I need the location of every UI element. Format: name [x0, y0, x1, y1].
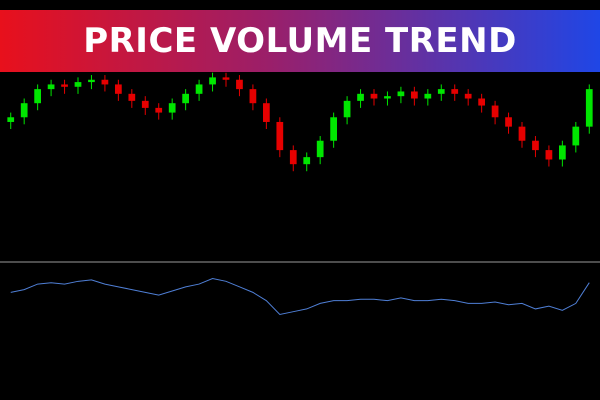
candle-body [478, 98, 485, 106]
candle-body [115, 84, 122, 94]
candle-body [209, 77, 216, 85]
candle-body [47, 84, 55, 90]
pvt-line [10, 278, 590, 315]
candle-body [61, 84, 68, 87]
candle-body [303, 157, 311, 165]
candle-body [370, 93, 378, 99]
candle-body [34, 89, 41, 104]
candle-body [141, 100, 149, 108]
candle-body [330, 117, 337, 141]
candle-body [316, 140, 324, 158]
candle-body [572, 126, 580, 146]
candle-body [289, 150, 297, 165]
candle-body [384, 96, 391, 99]
candle-body [585, 89, 593, 127]
candle-body [20, 103, 28, 118]
candle-body [545, 150, 553, 160]
candle-body [7, 117, 15, 122]
candle-body [128, 93, 136, 101]
candle-body [182, 93, 189, 104]
candle-body [491, 105, 499, 118]
candle-body [88, 79, 95, 83]
candle-body [236, 79, 243, 90]
candle-body [559, 145, 566, 160]
candle-body [168, 103, 176, 113]
candle-body [424, 93, 432, 99]
candle-body [195, 84, 203, 94]
candle-body [397, 91, 405, 97]
candle-body [518, 126, 526, 141]
candle-body [464, 93, 472, 99]
candle-body [451, 89, 459, 94]
candle-body [101, 79, 109, 85]
candle-body [263, 103, 270, 122]
candle-body [222, 77, 230, 80]
candle-body [505, 117, 512, 127]
candle-body [276, 121, 284, 151]
title-banner: PRICE VOLUME TREND [0, 10, 600, 72]
candle-body [357, 93, 364, 101]
candle-body [155, 107, 163, 113]
candle-body [343, 100, 351, 118]
candle-body [411, 91, 418, 99]
candle-body [437, 89, 445, 94]
candle-body [74, 82, 82, 87]
candle-body [532, 140, 539, 151]
candle-body [249, 89, 257, 104]
chart-title: PRICE VOLUME TREND [83, 21, 517, 61]
